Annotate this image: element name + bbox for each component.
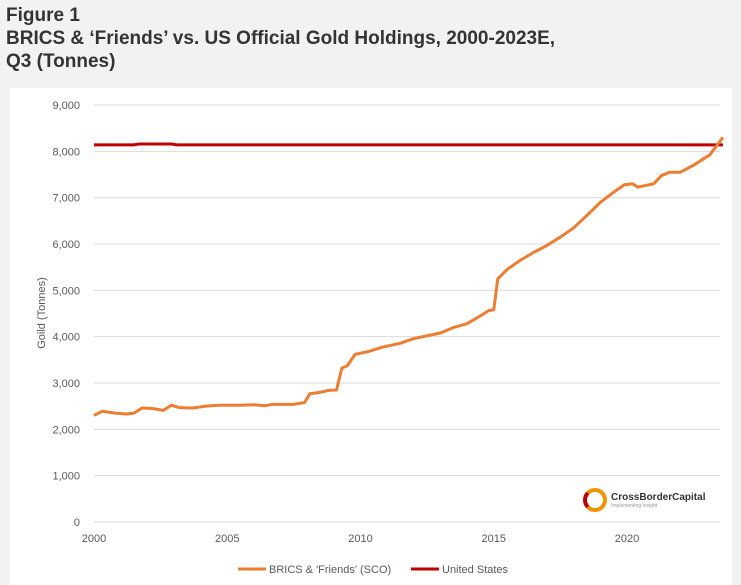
x-tick-label: 2020 xyxy=(615,533,639,545)
logo-tagline: Implementing Insight xyxy=(611,502,658,509)
y-tick-label: 1,000 xyxy=(52,471,80,483)
y-tick-label: 4,000 xyxy=(52,332,80,344)
y-tick-label: 7,000 xyxy=(52,193,80,205)
x-tick-label: 2015 xyxy=(482,533,506,545)
y-tick-label: 8,000 xyxy=(52,146,80,158)
y-axis-label: Goild (Tonnes) xyxy=(36,277,48,349)
y-tick-label: 0 xyxy=(74,517,80,529)
y-tick-label: 5,000 xyxy=(52,285,80,297)
legend-label: United States xyxy=(442,564,509,576)
x-tick-label: 2005 xyxy=(215,533,239,545)
figure-title: Figure 1 BRICS & ‘Friends’ vs. US Offici… xyxy=(6,4,555,73)
y-tick-label: 3,000 xyxy=(52,378,80,390)
logo-mark-icon xyxy=(583,488,607,512)
crossborder-logo: CrossBorderCapital Implementing Insight xyxy=(583,488,705,512)
y-tick-label: 6,000 xyxy=(52,239,80,251)
title-line-2: Q3 (Tonnes) xyxy=(6,51,116,72)
series-line-united-states xyxy=(94,142,723,147)
y-tick-label: 2,000 xyxy=(52,424,80,436)
logo-name: CrossBorderCapital xyxy=(611,491,706,503)
x-tick-label: 2010 xyxy=(348,533,372,545)
figure-label: Figure 1 xyxy=(6,5,80,26)
legend-label: BRICS & 'Friends' (SCO) xyxy=(269,564,391,576)
series-line-brics-friends xyxy=(93,136,725,417)
title-line-1: BRICS & ‘Friends’ vs. US Official Gold H… xyxy=(6,28,556,49)
y-tick-label: 9,000 xyxy=(52,100,80,112)
x-tick-label: 2000 xyxy=(82,533,106,545)
